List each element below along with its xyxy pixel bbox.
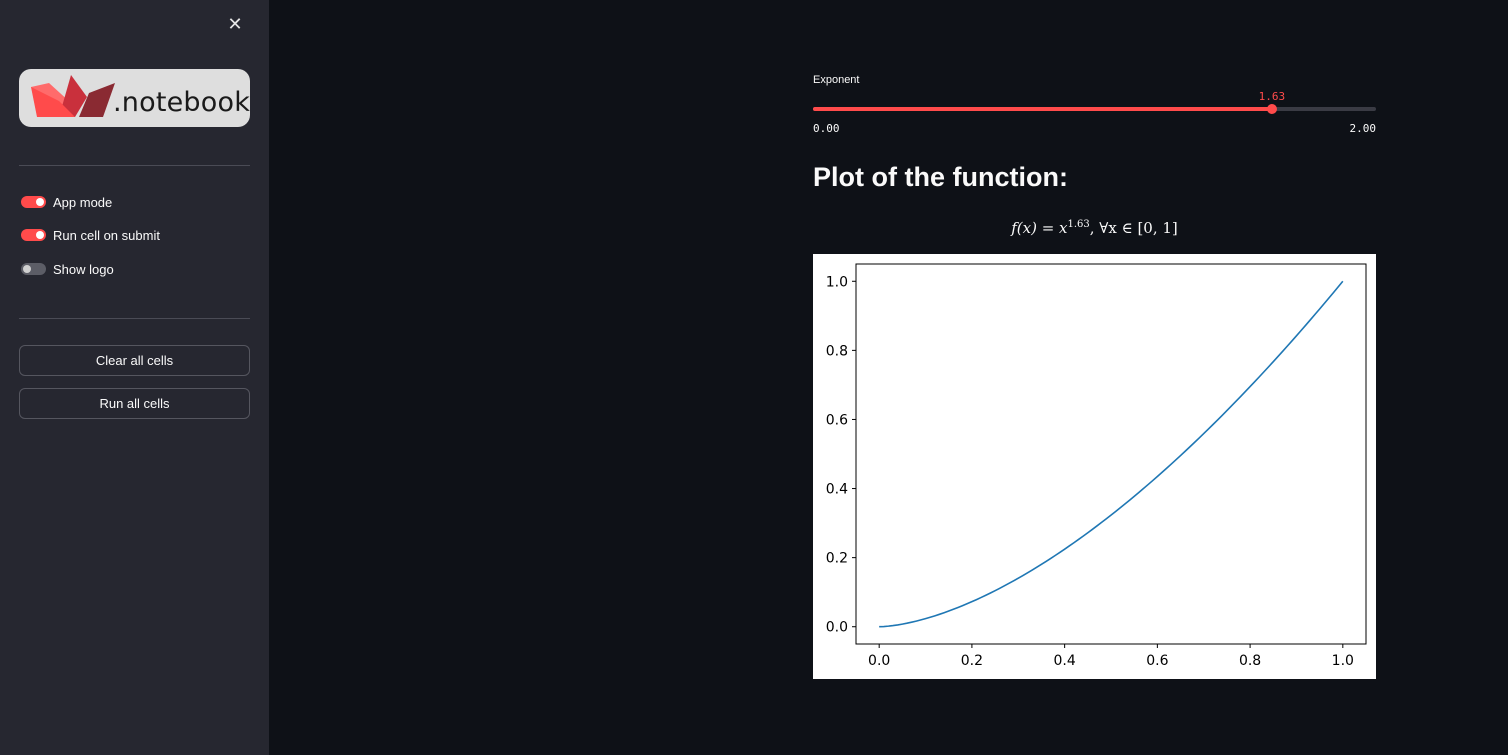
y-tick-label: 0.2 (826, 551, 848, 567)
x-tick-label: 0.0 (868, 653, 890, 669)
exponent-slider[interactable] (813, 104, 1376, 114)
slider-value: 1.63 (1258, 90, 1286, 103)
y-tick-label: 0.6 (826, 412, 848, 428)
x-tick-label: 0.2 (961, 653, 983, 669)
formula-exponent: 1.63 (1067, 219, 1090, 230)
app-mode-toggle[interactable]: App mode (21, 192, 112, 212)
run-cell-on-submit-toggle[interactable]: Run cell on submit (21, 225, 160, 245)
logo-text: .notebook (113, 87, 250, 118)
x-tick-label: 0.4 (1054, 653, 1076, 669)
toggle-switch[interactable] (21, 229, 46, 241)
y-tick-label: 0.4 (826, 482, 848, 498)
toggle-label: App mode (53, 194, 113, 210)
series-line (879, 280, 1344, 628)
page-heading: Plot of the function: (813, 162, 1068, 192)
slider-thumb[interactable] (1266, 104, 1277, 114)
function-plot: 0.0 0.2 0.4 0.6 0.8 1.0 0.0 0.2 0.4 0.6 0.8 1.0 (813, 254, 1376, 679)
slider-fill (813, 107, 1272, 111)
plot-svg: 0.0 0.2 0.4 0.6 0.8 1.0 0.0 0.2 0.4 0.6 0.8 1.0 (826, 263, 1367, 669)
close-sidebar-icon[interactable]: ✕ (227, 14, 243, 34)
main-content: Exponent 1.63 0.00 2.00 Plot of the func… (813, 0, 1376, 755)
logo: .notebook (19, 69, 250, 127)
toggle-switch[interactable] (21, 263, 46, 275)
sidebar: ✕ .notebook App mode Run cell on submit … (0, 0, 269, 755)
x-tick-label: 0.6 (1146, 653, 1168, 669)
show-logo-toggle[interactable]: Show logo (21, 259, 114, 279)
clear-all-cells-button[interactable]: Clear all cells (19, 345, 250, 376)
function-formula: f(x) = x1.63, ∀x ∈ [0, 1] (813, 219, 1376, 237)
x-tick-label: 1.0 (1332, 653, 1354, 669)
formula-rhs: , ∀x ∈ [0, 1] (1089, 219, 1178, 237)
paper-boat-icon (31, 75, 115, 117)
slider-min: 0.00 (813, 122, 840, 135)
run-all-cells-button[interactable]: Run all cells (19, 388, 250, 419)
formula-lhs: f(x) = x (1011, 219, 1068, 237)
toggle-label: Run cell on submit (53, 227, 160, 243)
toggle-label: Show logo (53, 261, 114, 277)
x-tick-label: 0.8 (1239, 653, 1261, 669)
y-tick-label: 0.8 (826, 343, 848, 359)
sidebar-divider (19, 318, 250, 319)
slider-max: 2.00 (1349, 122, 1377, 135)
toggle-switch[interactable] (21, 196, 46, 208)
slider-label: Exponent (813, 74, 860, 86)
y-tick-label: 1.0 (826, 274, 848, 290)
sidebar-divider (19, 165, 250, 166)
plot-area (855, 263, 1367, 645)
y-tick-label: 0.0 (826, 620, 848, 636)
